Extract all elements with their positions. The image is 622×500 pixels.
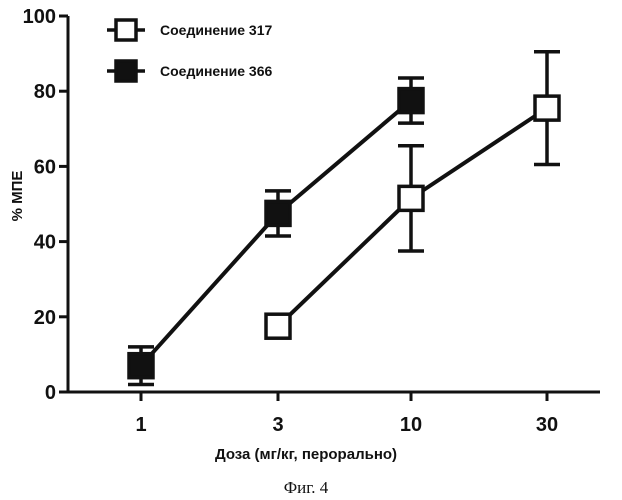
series-lines xyxy=(141,101,547,366)
x-tick-label: 30 xyxy=(536,414,558,436)
x-tick-label: 3 xyxy=(272,414,283,436)
filled-square-point xyxy=(129,354,153,378)
x-tick-label: 10 xyxy=(400,414,422,436)
y-tick-label: 60 xyxy=(34,156,56,178)
filled-square-point xyxy=(399,89,423,113)
x-tick-label: 1 xyxy=(135,414,146,436)
legend-label: Соединение 317 xyxy=(160,22,272,38)
y-axis: 0 20 40 60 80 100 xyxy=(23,6,68,404)
x-axis: 1 3 10 30 xyxy=(68,392,600,436)
open-square-point xyxy=(535,96,559,120)
filled-square-point xyxy=(266,201,290,225)
open-square-point xyxy=(266,314,290,338)
legend: Соединение 317 Соединение 366 xyxy=(107,20,272,81)
y-tick-label: 80 xyxy=(34,81,56,103)
y-tick-label: 100 xyxy=(23,6,56,28)
legend-label: Соединение 366 xyxy=(160,63,272,79)
legend-filled-square-icon xyxy=(116,61,136,81)
error-bars xyxy=(128,52,560,385)
y-tick-label: 20 xyxy=(34,307,56,329)
legend-open-square-icon xyxy=(116,20,136,40)
x-axis-title: Доза (мг/кг, перорально) xyxy=(215,446,397,463)
open-square-point xyxy=(399,186,423,210)
y-tick-label: 40 xyxy=(34,232,56,254)
y-tick-label: 0 xyxy=(45,382,56,404)
y-axis-title: % МПЕ xyxy=(9,171,26,222)
figure-caption: Фиг. 4 xyxy=(284,478,329,497)
data-points xyxy=(129,89,559,378)
